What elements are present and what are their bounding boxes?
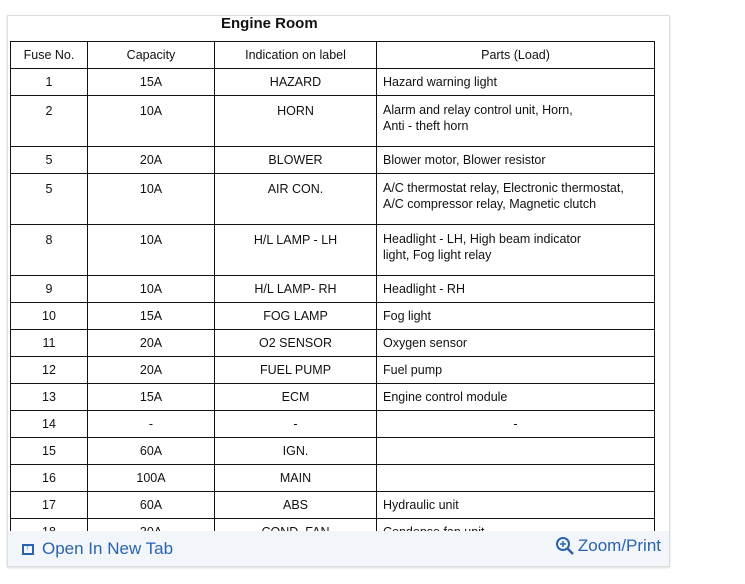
table-row: 2 10A HORN Alarm and relay control unit, Ho… [10,95,655,147]
capacity-cell: 10A [87,224,215,276]
fuse-no-cell: 1 [10,68,88,96]
indication-cell: ABS [214,491,377,519]
fuse-no-cell: 16 [10,464,88,492]
table-row: 5 20A BLOWER Blower motor, Blower resistor [10,146,655,174]
header-indication: Indication on label [214,41,377,69]
table-row: 17 60A ABS Hydraulic unit [10,491,655,519]
indication-cell: HORN [214,95,377,147]
header-capacity: Capacity [87,41,215,69]
parts-cell [376,464,655,492]
parts-cell: Headlight - LH, High beam indicator light… [376,224,655,276]
table-row: 15 60A IGN. [10,437,655,465]
fuse-no-cell: 12 [10,356,88,384]
parts-cell: Blower motor, Blower resistor [376,146,655,174]
table-row: 8 10A H/L LAMP - LH Headlight - LH, High be… [10,224,655,276]
table-row: 1 15A HAZARD Hazard warning light [10,68,655,96]
fuse-no-cell: 5 [10,146,88,174]
capacity-cell: 20A [87,329,215,357]
table-row: 10 15A FOG LAMP Fog light [10,302,655,330]
indication-cell: AIR CON. [214,173,377,225]
header-parts: Parts (Load) [376,41,655,69]
parts-cell: Alarm and relay control unit, Horn, Anti … [376,95,655,147]
table-row: 13 15A ECM Engine control module [10,383,655,411]
parts-cell: Oxygen sensor [376,329,655,357]
indication-cell: H/L LAMP- RH [214,275,377,303]
parts-cell: Headlight - RH [376,275,655,303]
table-row: 16 100A MAIN [10,464,655,492]
parts-cell: Fog light [376,302,655,330]
capacity-cell: 20A [87,356,215,384]
header-fuse-no: Fuse No. [10,41,88,69]
indication-cell: BLOWER [214,146,377,174]
parts-cell: Engine control module [376,383,655,411]
fuse-no-cell: 17 [10,491,88,519]
chart-title: Engine Room [221,15,318,32]
fuse-chart-frame: Engine Room Fuse No. Capacity Indication… [7,15,670,567]
open-in-new-tab-label: Open In New Tab [42,539,174,558]
fuse-no-cell: 9 [10,275,88,303]
table-row: 14- - - [10,410,655,438]
indication-cell: O2 SENSOR [214,329,377,357]
capacity-cell: 10A [87,95,215,147]
table-header-row: Fuse No. Capacity Indication on label Pa… [10,41,655,69]
capacity-cell: 10A [87,173,215,225]
fuse-table: Fuse No. Capacity Indication on label Pa… [10,41,655,546]
fuse-no-cell: 8 [10,224,88,276]
fuse-no-cell: 5 [10,173,88,225]
capacity-cell: - [87,410,215,438]
indication-cell: MAIN [214,464,377,492]
zoom-print-link[interactable]: Zoom/Print [555,536,661,556]
capacity-cell: 60A [87,437,215,465]
table-row: 11 20A O2 SENSOR Oxygen sensor [10,329,655,357]
capacity-cell: 20A [87,146,215,174]
capacity-cell: 15A [87,302,215,330]
parts-cell: Hydraulic unit [376,491,655,519]
capacity-cell: 15A [87,383,215,411]
indication-cell: HAZARD [214,68,377,96]
open-new-tab-icon [22,542,34,555]
table-row: 12 20A FUEL PUMP Fuel pump [10,356,655,384]
open-in-new-tab-link[interactable]: Open In New Tab [22,539,173,559]
capacity-cell: 10A [87,275,215,303]
table-row: 9 10A H/L LAMP- RH Headlight - RH [10,275,655,303]
parts-cell: - [376,410,655,438]
capacity-cell: 100A [87,464,215,492]
capacity-cell: 15A [87,68,215,96]
parts-cell [376,437,655,465]
parts-cell: Fuel pump [376,356,655,384]
fuse-no-cell: 11 [10,329,88,357]
fuse-no-cell: 10 [10,302,88,330]
indication-cell: H/L LAMP - LH [214,224,377,276]
fuse-no-cell: 14 [10,410,88,438]
fuse-no-cell: 2 [10,95,88,147]
parts-cell: Hazard warning light [376,68,655,96]
indication-cell: FOG LAMP [214,302,377,330]
footer-bar: Open In New Tab Zoom/Print [8,531,669,566]
zoom-in-icon [555,537,574,555]
fuse-no-cell: 15 [10,437,88,465]
table-row: 5 10A AIR CON. A/C thermostat relay, Electr… [10,173,655,225]
indication-cell: ECM [214,383,377,411]
fuse-no-cell: 13 [10,383,88,411]
indication-cell: IGN. [214,437,377,465]
capacity-cell: 60A [87,491,215,519]
zoom-print-label: Zoom/Print [577,536,661,555]
indication-cell: - [214,410,377,438]
indication-cell: FUEL PUMP [214,356,377,384]
parts-cell: A/C thermostat relay, Electronic thermos… [376,173,655,225]
